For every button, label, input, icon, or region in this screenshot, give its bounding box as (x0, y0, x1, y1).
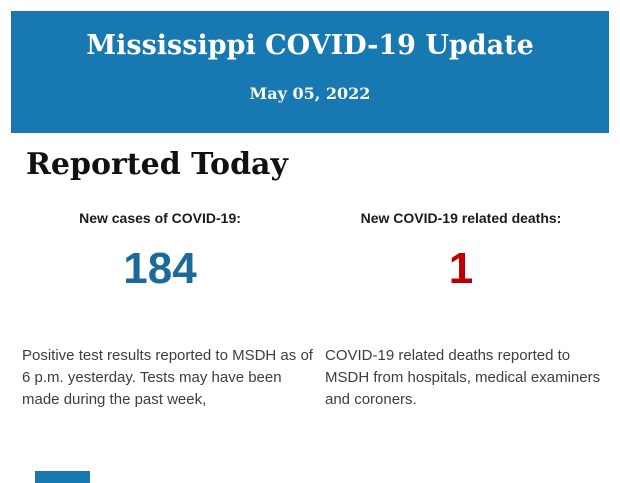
stats-row: New cases of COVID-19: 184 Positive test… (0, 210, 620, 411)
new-deaths-value: 1 (448, 244, 474, 293)
new-cases-label: New cases of COVID-19: (79, 210, 241, 226)
new-deaths-column: New COVID-19 related deaths: 1 COVID-19 … (310, 210, 612, 411)
section-heading: Reported Today (26, 147, 288, 182)
new-deaths-label: New COVID-19 related deaths: (360, 210, 562, 226)
reported-today-section: Reported Today New cases of COVID-19: 18… (0, 133, 620, 411)
new-deaths-description: COVID-19 related deaths reported to MSDH… (325, 347, 601, 408)
next-section-banner-cutoff (35, 471, 90, 483)
report-date: May 05, 2022 (249, 84, 371, 103)
header-banner: Mississippi COVID-19 Update May 05, 2022 (11, 11, 609, 133)
page-title: Mississippi COVID-19 Update (86, 30, 534, 61)
new-cases-value: 184 (123, 244, 197, 293)
new-cases-column: New cases of COVID-19: 184 Positive test… (10, 210, 313, 411)
new-cases-description: Positive test results reported to MSDH a… (22, 347, 313, 408)
